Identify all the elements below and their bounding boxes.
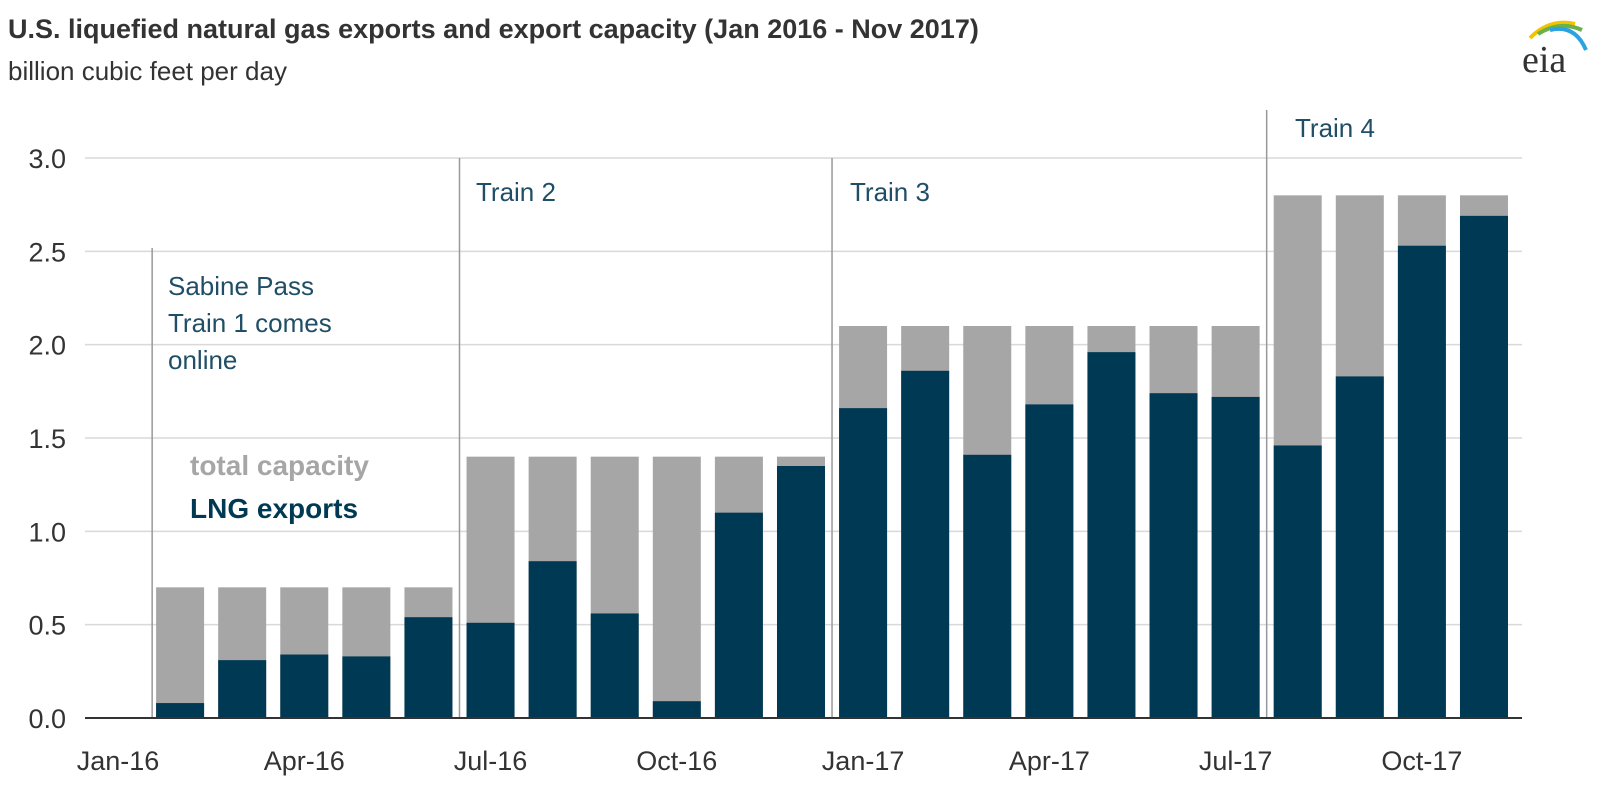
y-tick-label: 2.5 [28, 237, 66, 267]
x-tick-label: Apr-16 [264, 746, 345, 776]
chart-title: U.S. liquefied natural gas exports and e… [8, 14, 979, 44]
exports-bar [776, 466, 825, 718]
annotation-train-1: Sabine Pass [168, 271, 314, 301]
svg-text:eia: eia [1522, 39, 1566, 80]
exports-bar [156, 703, 205, 718]
x-tick-label: Jul-17 [1199, 746, 1273, 776]
annotation-train-4: Train 4 [1295, 113, 1375, 143]
x-tick-label: Jul-16 [454, 746, 528, 776]
exports-bar [714, 512, 763, 718]
x-tick-label: Oct-17 [1381, 746, 1462, 776]
capacity-bar [156, 587, 205, 718]
x-tick-label: Jan-16 [77, 746, 160, 776]
annotation-train-2: Train 2 [476, 177, 556, 207]
exports-bar [1273, 445, 1322, 718]
x-tick-label: Apr-17 [1009, 746, 1090, 776]
exports-bar [466, 622, 515, 718]
y-tick-label: 1.5 [28, 424, 66, 454]
y-tick-label: 3.0 [28, 144, 66, 174]
exports-bar [404, 617, 453, 718]
legend-total-capacity: total capacity [190, 450, 369, 481]
exports-bar [528, 561, 577, 718]
annotation-train-1: Train 1 comes [168, 308, 332, 338]
exports-bar [342, 656, 391, 718]
x-tick-label: Oct-16 [636, 746, 717, 776]
legend-lng-exports: LNG exports [190, 493, 358, 524]
exports-bar [1211, 396, 1260, 718]
exports-bar [1149, 393, 1198, 718]
exports-bar [280, 654, 329, 718]
exports-bar [901, 370, 950, 718]
exports-bar [963, 454, 1012, 718]
exports-bar [218, 660, 267, 718]
exports-bar [1025, 404, 1074, 718]
y-tick-label: 0.0 [28, 704, 66, 734]
exports-bar [590, 613, 639, 718]
y-tick-label: 2.0 [28, 331, 66, 361]
y-tick-label: 0.5 [28, 611, 66, 641]
chart-subtitle: billion cubic feet per day [8, 56, 287, 86]
exports-bar [1459, 215, 1508, 718]
exports-bar [1087, 352, 1136, 718]
exports-bar [1335, 376, 1384, 718]
y-tick-label: 1.0 [28, 517, 66, 547]
x-tick-label: Jan-17 [822, 746, 905, 776]
exports-bar [839, 408, 888, 718]
eia-logo: eia [1522, 20, 1588, 80]
annotation-train-1: online [168, 345, 237, 375]
annotation-train-3: Train 3 [850, 177, 930, 207]
exports-bar [652, 701, 701, 718]
capacity-bar [652, 456, 701, 718]
exports-bar [1397, 245, 1446, 718]
